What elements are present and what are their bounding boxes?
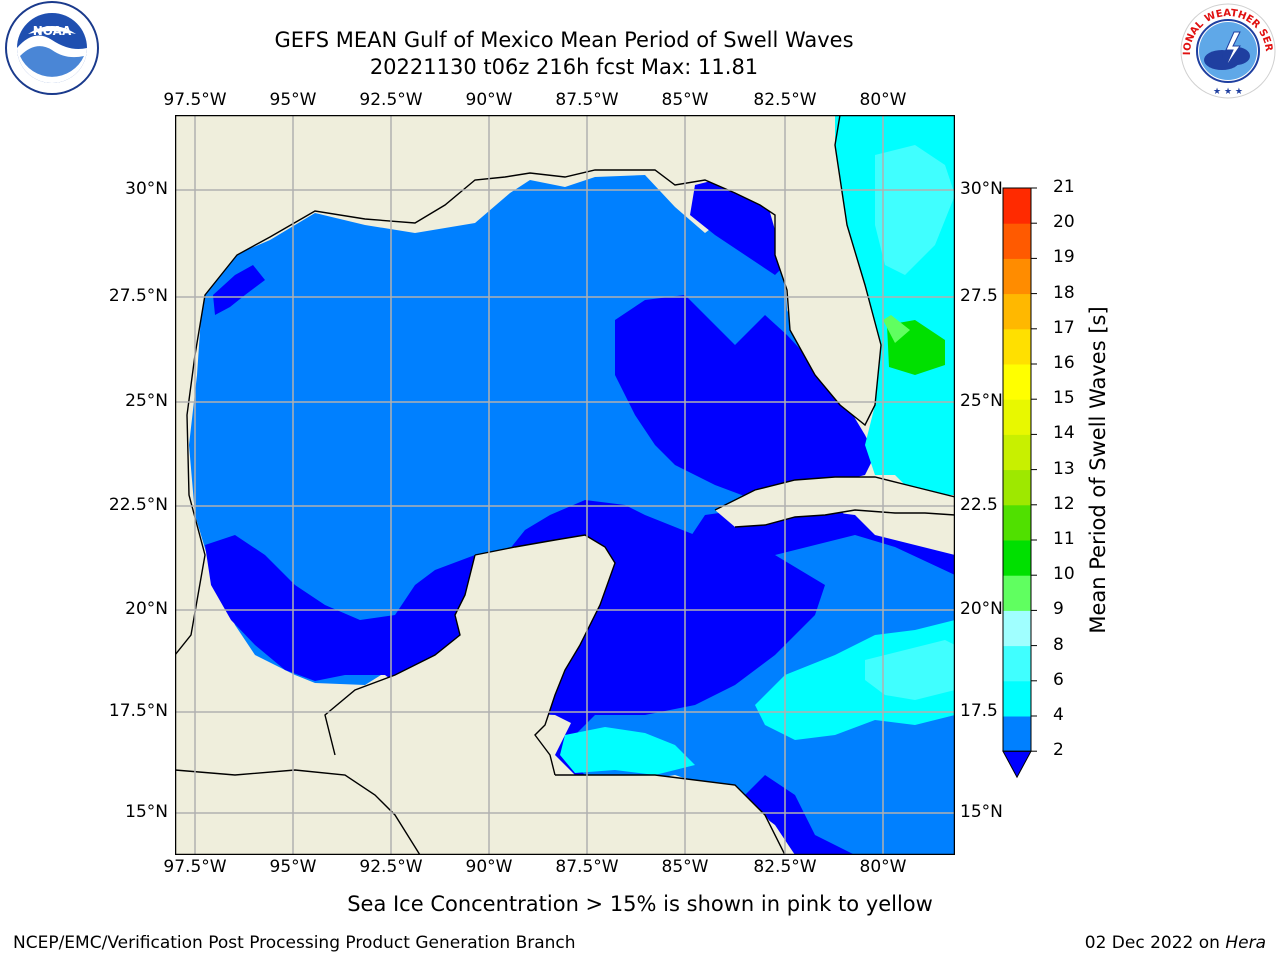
colorbar-tick-label: 9 <box>1053 599 1064 620</box>
lat-label-left: 22.5°N <box>108 495 168 515</box>
lon-label-bottom: 95°W <box>269 857 317 877</box>
gulf-swell-field <box>189 175 875 685</box>
colorbar-tick-label: 19 <box>1053 247 1075 268</box>
colorbar-tick-label: 13 <box>1053 458 1075 479</box>
colorbar-extend-arrow <box>1002 750 1032 779</box>
lat-label-left: 30°N <box>125 179 168 199</box>
lon-label-top: 90°W <box>465 90 513 110</box>
lon-label-top: 95°W <box>269 90 317 110</box>
colorbar-tick-label: 16 <box>1053 353 1075 373</box>
coastlines <box>175 115 955 855</box>
atlantic-6-8s <box>875 145 955 275</box>
lon-label-bottom: 82.5°W <box>753 857 817 877</box>
lat-label-right: 15°N <box>960 802 1003 822</box>
colorbar-segment <box>1003 680 1031 717</box>
mexico-land <box>175 115 675 655</box>
lon-label-bottom: 87.5°W <box>555 857 619 877</box>
graticule <box>175 115 955 855</box>
colorbar-segment <box>1003 223 1031 259</box>
lon-label-top: 80°W <box>859 90 907 110</box>
colorbar-tick-label: 15 <box>1053 388 1075 409</box>
lat-label-right: 20°N <box>960 599 1003 619</box>
nws-logo: NATIONAL WEATHER SERVICE ★ ★ ★ <box>1178 2 1276 99</box>
noaa-logo: NOAA <box>5 1 99 95</box>
colorbar-tick-label: 4 <box>1053 705 1064 725</box>
svg-text:★ ★ ★: ★ ★ ★ <box>1213 87 1243 97</box>
lat-label-left: 15°N <box>125 802 168 822</box>
lon-label-bottom: 97.5°W <box>163 857 227 877</box>
noaa-logo-text: NOAA <box>33 24 72 38</box>
lat-label-right: 22.5 <box>960 495 998 515</box>
lat-label-right: 30°N <box>960 179 1003 199</box>
footer-date-text: 02 Dec 2022 on <box>1084 933 1226 953</box>
colorbar-segment <box>1003 258 1031 295</box>
colorbar-tick-label: 21 <box>1053 177 1075 197</box>
sea-ice-note: Sea Ice Concentration > 15% is shown in … <box>347 892 933 916</box>
cuba-land <box>715 477 955 527</box>
lat-label-left: 25°N <box>125 391 168 411</box>
lon-label-top: 97.5°W <box>163 90 227 110</box>
footer-date: 02 Dec 2022 on Hera <box>1085 933 1266 953</box>
footer-organization: NCEP/EMC/Verification Post Processing Pr… <box>13 933 576 953</box>
colorbar-tick-label: 17 <box>1053 317 1075 338</box>
colorbar-segment <box>1003 575 1031 611</box>
lon-label-bottom: 90°W <box>465 857 513 877</box>
lon-label-top: 85°W <box>661 90 709 110</box>
lon-label-top: 92.5°W <box>359 90 423 110</box>
atlantic-9-10s <box>883 315 910 343</box>
colorbar-segment <box>1003 540 1031 576</box>
lon-label-top: 82.5°W <box>753 90 817 110</box>
lon-label-top: 87.5°W <box>555 90 619 110</box>
colorbar-segment <box>1003 504 1031 541</box>
colorbar-segment <box>1003 188 1031 224</box>
colorbar-tick-label: 8 <box>1053 634 1064 655</box>
colorbar-tick-label: 18 <box>1053 282 1075 303</box>
lon-label-bottom: 92.5°W <box>359 857 423 877</box>
colorbar-tick-label: 10 <box>1053 564 1075 585</box>
footer-host: Hera <box>1225 933 1266 953</box>
lat-label-left: 27.5°N <box>108 286 168 306</box>
map-frame <box>175 115 955 855</box>
colorbar-segment <box>1003 610 1031 647</box>
lat-label-right: 27.5 <box>960 286 998 306</box>
yucatan-peninsula <box>325 535 615 795</box>
colorbar-segment <box>1003 434 1031 471</box>
caribbean-6-8s <box>865 640 955 700</box>
colorbar-segment <box>1003 293 1031 330</box>
colorbar-tick-label: 20 <box>1053 212 1075 233</box>
colorbar-tick-label: 6 <box>1053 669 1064 690</box>
gulf-low-period-west <box>213 265 265 315</box>
lon-label-bottom: 85°W <box>661 857 709 877</box>
lon-label-bottom: 80°W <box>859 857 907 877</box>
lat-label-left: 17.5°N <box>108 701 168 721</box>
map-plot <box>175 115 955 855</box>
lat-label-left: 20°N <box>125 599 168 619</box>
caribbean-south-4-6s <box>560 727 695 775</box>
colorbar-segment <box>1003 469 1031 506</box>
colorbar-segment <box>1003 328 1031 365</box>
map-subtitle: 20221130 t06z 216h fcst Max: 11.81 <box>369 55 759 79</box>
lat-label-right: 17.5 <box>960 701 998 721</box>
colorbar-segment <box>1003 645 1031 682</box>
colorbar-tick-label: 2 <box>1053 740 1064 761</box>
colorbar-label: Mean Period of Swell Waves [s] <box>1086 306 1110 634</box>
florida-land <box>675 115 881 425</box>
colorbar <box>1002 187 1037 779</box>
colorbar-tick-label: 14 <box>1053 423 1075 444</box>
map-title: GEFS MEAN Gulf of Mexico Mean Period of … <box>274 28 854 52</box>
colorbar-tick-label: 12 <box>1053 493 1075 514</box>
colorbar-segment <box>1003 364 1031 400</box>
central-america-land <box>175 655 795 855</box>
lat-label-right: 25°N <box>960 391 1003 411</box>
gulf-low-period-east <box>615 295 875 500</box>
colorbar-segment <box>1003 716 1031 752</box>
colorbar-segment <box>1003 399 1031 435</box>
colorbar-tick-label: 11 <box>1053 529 1075 549</box>
